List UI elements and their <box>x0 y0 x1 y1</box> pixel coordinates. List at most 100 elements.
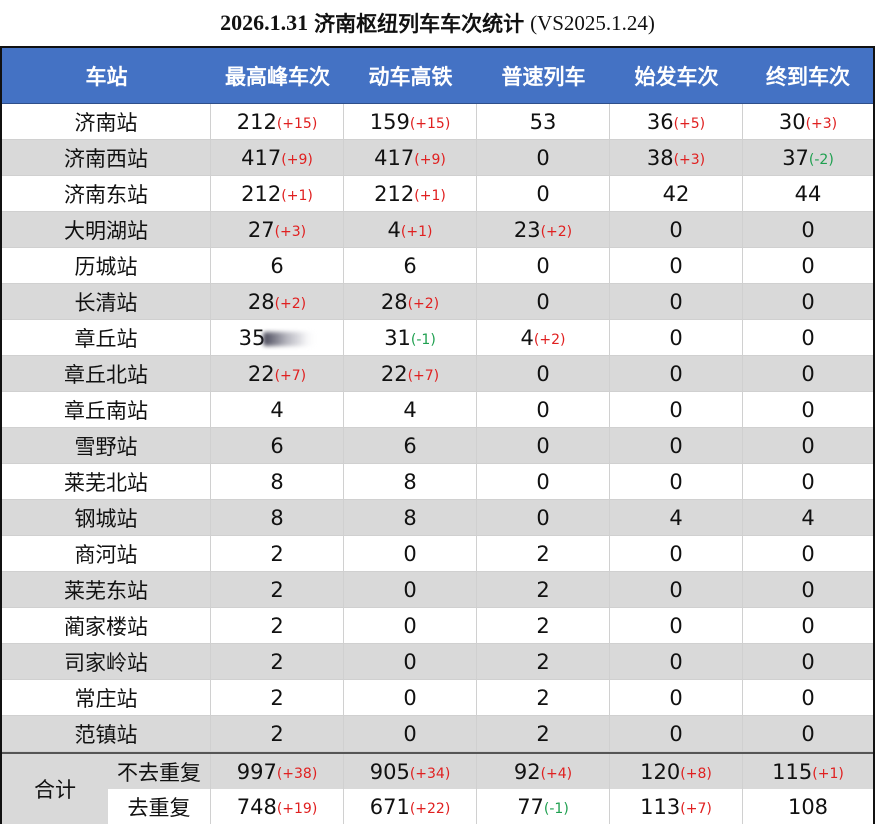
table-row: 大明湖站 27 (+3) 4 (+1) 23 (+2) 0 0 <box>2 212 873 248</box>
cell-value: 0 <box>801 289 815 314</box>
cell-value: 0 <box>669 361 683 386</box>
cell-peak: 8 <box>211 500 344 535</box>
delta-increase: (+22) <box>409 801 451 817</box>
cell-value: 4 <box>387 217 401 242</box>
cell-originating: 4 <box>610 500 743 535</box>
cell-originating: 0 <box>610 716 743 751</box>
delta-increase: (+2) <box>407 296 440 312</box>
cell-value: 0 <box>536 361 550 386</box>
cell-terminating: 0 <box>743 356 873 391</box>
table-header: 车站 最高峰车次 动车高铁 普速列车 始发车次 终到车次 <box>2 48 873 104</box>
footer-row-with-duplicates: 不去重复 997 (+38) 905 (+34) 92 (+4) 120 (+8) 115 (+1) <box>108 754 873 789</box>
cell-emu: 0 <box>344 572 477 607</box>
cell-station: 常庄站 <box>2 680 211 715</box>
cell-emu: 0 <box>344 536 477 571</box>
cell-value: 2 <box>270 541 284 566</box>
cell-value: 0 <box>801 685 815 710</box>
cell-value: 0 <box>403 685 417 710</box>
cell-terminating: 0 <box>743 284 873 319</box>
cell-terminating: 0 <box>743 536 873 571</box>
cell-value: 42 <box>662 181 690 206</box>
cell-value: 0 <box>669 289 683 314</box>
table-row: 章丘站 35 31 (-1) 4 (+2) 0 0 <box>2 320 873 356</box>
cell-peak: 22 (+7) <box>211 356 344 391</box>
delta-increase: (+15) <box>276 116 318 132</box>
cell-value: 27 <box>247 217 275 242</box>
cell-value: 113 <box>640 794 681 819</box>
cell-value: 22 <box>247 361 275 386</box>
total-label: 合计 <box>2 754 108 824</box>
cell-value: 28 <box>247 289 275 314</box>
table-row: 章丘南站 4 4 0 0 0 <box>2 392 873 428</box>
cell-peak: 2 <box>211 716 344 751</box>
table-row: 司家岭站 2 0 2 0 0 <box>2 644 873 680</box>
cell-emu: 6 <box>344 248 477 283</box>
cell-originating: 0 <box>610 392 743 427</box>
table-row: 历城站 6 6 0 0 0 <box>2 248 873 284</box>
footer-row-label: 去重复 <box>108 789 211 824</box>
cell-value: 0 <box>403 649 417 674</box>
cell-peak: 2 <box>211 572 344 607</box>
cell-value: 0 <box>669 325 683 350</box>
cell-regular: 2 <box>477 572 610 607</box>
cell-value: 905 <box>369 759 410 784</box>
cell-value: 36 <box>646 109 674 134</box>
cell-station: 莱芜北站 <box>2 464 211 499</box>
col-header-regular: 普速列车 <box>501 64 586 89</box>
cell-emu: 4 <box>344 392 477 427</box>
cell-value: 212 <box>374 181 415 206</box>
cell-emu: 0 <box>344 608 477 643</box>
cell-value: 212 <box>241 181 282 206</box>
cell-value: 417 <box>241 145 282 170</box>
cell-value: 120 <box>640 759 681 784</box>
cell-value: 0 <box>669 253 683 278</box>
cell-value: 0 <box>669 469 683 494</box>
footer-row-label: 不去重复 <box>108 754 211 789</box>
table-row: 常庄站 2 0 2 0 0 <box>2 680 873 716</box>
cell-value: 4 <box>270 397 284 422</box>
cell-value: 0 <box>669 577 683 602</box>
col-header-peak: 最高峰车次 <box>225 64 330 89</box>
cell-value: 0 <box>801 217 815 242</box>
cell-regular: 23 (+2) <box>477 212 610 247</box>
cell-total-originating: 120 (+8) <box>610 754 743 789</box>
cell-regular: 0 <box>477 356 610 391</box>
cell-value: 0 <box>801 469 815 494</box>
cell-value: 0 <box>536 145 550 170</box>
cell-value: 77 <box>517 794 544 819</box>
cell-originating: 0 <box>610 572 743 607</box>
cell-peak: 6 <box>211 428 344 463</box>
cell-value: 4 <box>801 505 815 530</box>
cell-value: 0 <box>536 181 550 206</box>
cell-value: 2 <box>536 685 550 710</box>
cell-regular: 0 <box>477 500 610 535</box>
delta-decrease: (-1) <box>543 801 569 817</box>
delta-increase: (+8) <box>680 766 712 782</box>
cell-value: 0 <box>801 721 815 746</box>
cell-terminating: 0 <box>743 212 873 247</box>
cell-originating: 42 <box>610 176 743 211</box>
table-row: 济南西站 417 (+9) 417 (+9) 0 38 (+3) 37 (-2) <box>2 140 873 176</box>
cell-value: 0 <box>801 325 815 350</box>
cell-station: 范镇站 <box>2 716 211 751</box>
cell-station: 蔺家楼站 <box>2 608 211 643</box>
cell-peak: 2 <box>211 680 344 715</box>
cell-emu: 0 <box>344 716 477 751</box>
cell-regular: 2 <box>477 536 610 571</box>
cell-emu: 212 (+1) <box>344 176 477 211</box>
cell-regular: 0 <box>477 392 610 427</box>
delta-increase: (+9) <box>281 152 313 168</box>
delta-increase: (+3) <box>673 152 706 168</box>
cell-regular: 53 <box>477 104 610 139</box>
delta-increase: (+3) <box>805 116 838 132</box>
col-header-originating: 始发车次 <box>634 64 719 89</box>
cell-peak: 4 <box>211 392 344 427</box>
delta-increase: (+7) <box>407 368 440 384</box>
cell-value: 53 <box>529 109 557 134</box>
obscured-smudge <box>263 331 316 346</box>
cell-station: 章丘站 <box>2 320 211 355</box>
cell-value: 2 <box>536 613 550 638</box>
cell-value: 212 <box>236 109 277 134</box>
table-row: 长清站 28 (+2) 28 (+2) 0 0 0 <box>2 284 873 320</box>
cell-value: 30 <box>778 109 806 134</box>
